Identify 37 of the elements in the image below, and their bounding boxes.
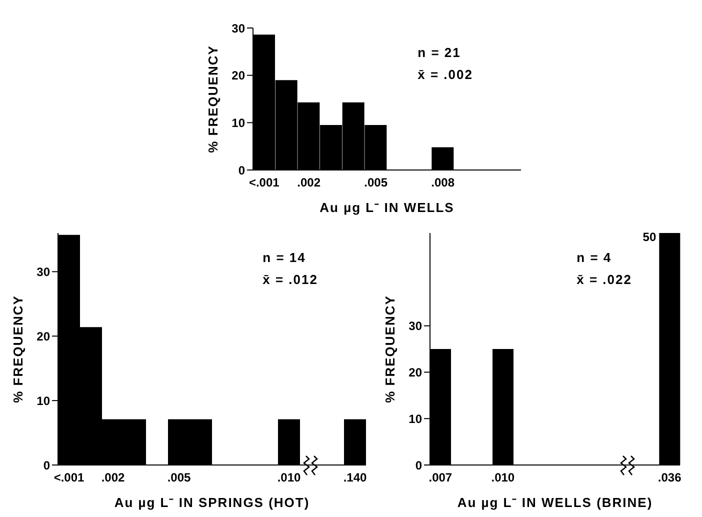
annotation: n = 21 bbox=[418, 44, 462, 62]
x-tick-label: .005 bbox=[364, 176, 388, 190]
x-tick-label: .008 bbox=[431, 176, 455, 190]
x-tick-label: .007 bbox=[428, 470, 452, 485]
x-axis-title: Au µg L⁻ IN WELLS bbox=[320, 200, 454, 215]
x-tick-label: .036 bbox=[658, 470, 682, 485]
annotation: x̄ = .002 bbox=[418, 66, 473, 84]
x-tick-label: .002 bbox=[297, 176, 321, 190]
y-tick-label: 30 bbox=[232, 21, 246, 36]
y-tick-label: 10 bbox=[36, 394, 50, 408]
x-tick-label: .010 bbox=[277, 470, 301, 485]
x-tick-label: .140 bbox=[343, 470, 367, 485]
y-tick-label: 0 bbox=[43, 458, 50, 472]
annotation: n = 14 bbox=[262, 249, 307, 267]
y-tick-label: 20 bbox=[408, 365, 422, 380]
y-axis-title: % FREQUENCY bbox=[10, 295, 26, 403]
y-tick-label: 30 bbox=[408, 319, 422, 334]
y-tick-label: 10 bbox=[232, 116, 246, 130]
x-tick-label: <.001 bbox=[248, 176, 280, 190]
y-tick-label: 0 bbox=[238, 163, 246, 178]
annotation: n = 4 bbox=[576, 249, 613, 267]
y-tick-label: 30 bbox=[36, 264, 50, 279]
x-axis-title: Au µg L⁻ IN WELLS (BRINE) bbox=[457, 495, 653, 510]
y-axis-title: % FREQUENCY bbox=[206, 45, 221, 153]
annotation: x̄ = .012 bbox=[262, 271, 318, 289]
x-axis-title: Au µg L⁻ IN SPRINGS (HOT) bbox=[114, 495, 310, 510]
y-tick-label: 10 bbox=[408, 412, 422, 426]
y-tick-label: 0 bbox=[415, 458, 422, 472]
y-tick-label: 20 bbox=[36, 329, 50, 344]
x-tick-label: .005 bbox=[167, 470, 191, 485]
data-label: 50 bbox=[642, 230, 656, 244]
x-tick-label: <.001 bbox=[54, 470, 84, 485]
x-tick-label: .002 bbox=[101, 470, 125, 485]
y-axis-title: % FREQUENCY bbox=[382, 295, 398, 403]
annotation: x̄ = .022 bbox=[576, 271, 632, 289]
y-tick-label: 20 bbox=[232, 68, 246, 83]
x-tick-label: .010 bbox=[491, 470, 515, 485]
